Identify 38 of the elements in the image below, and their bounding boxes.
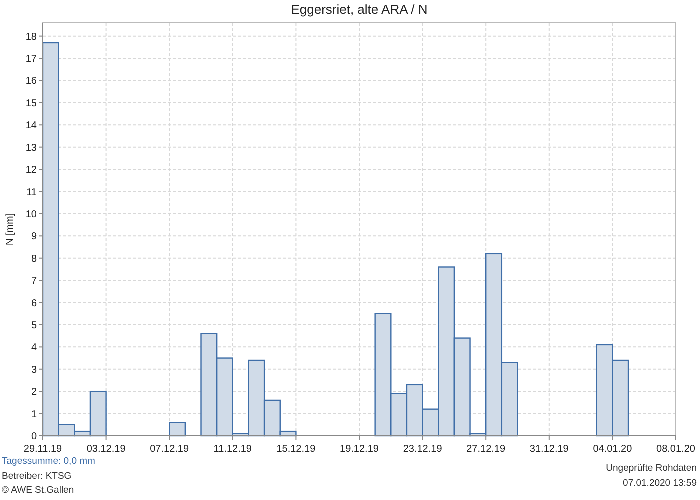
chart-title: Eggersriet, alte ARA / N — [291, 2, 428, 17]
x-tick-label: 07.12.19 — [150, 444, 190, 455]
y-tick-label: 17 — [26, 54, 38, 66]
y-tick-label: 10 — [26, 209, 38, 220]
x-tick-label: 03.12.19 — [86, 444, 126, 455]
x-tick-label: 29.11.19 — [24, 444, 63, 455]
y-tick-label: 11 — [26, 187, 38, 198]
x-tick-label: 04.01.20 — [593, 444, 633, 455]
x-tick-label: 27.12.19 — [466, 444, 506, 455]
x-tick-label: 08.01.20 — [656, 444, 696, 455]
y-tick-label: 8 — [31, 254, 38, 265]
y-tick-label: 13 — [26, 142, 38, 154]
x-tick-label: 19.12.19 — [340, 444, 380, 455]
text: © AWE St.Gallen — [2, 485, 74, 496]
y-tick-label: 2 — [31, 387, 38, 398]
bar — [169, 422, 186, 437]
y-tick-label: 14 — [26, 120, 38, 132]
x-tick-label: 11.12.19 — [214, 444, 252, 455]
y-tick-label: 16 — [26, 76, 38, 88]
text: 07.01.2020 13:59 — [623, 478, 697, 489]
y-tick-label: 4 — [31, 342, 38, 354]
y-tick-label: 9 — [31, 232, 38, 243]
y-tick-label: 12 — [26, 165, 38, 176]
x-tick-label: 15.12.19 — [276, 444, 316, 455]
y-tick-label: 6 — [31, 298, 38, 310]
y-tick-label: 18 — [26, 32, 38, 43]
text: Betreiber: KTSG — [2, 471, 72, 482]
y-tick-label: 15 — [26, 98, 38, 110]
text: Ungeprüfte Rohdaten — [606, 463, 697, 474]
y-axis-title: N [mm] — [5, 213, 16, 246]
y-tick-label: 1 — [31, 409, 38, 420]
y-tick-label: 3 — [31, 364, 38, 376]
text: Tagessumme: 0,0 mm — [2, 456, 96, 467]
y-tick-label: 0 — [31, 432, 38, 442]
y-tick-label: 5 — [31, 320, 38, 332]
x-tick-label: 23.12.19 — [403, 444, 443, 455]
y-tick-label: 7 — [31, 276, 38, 288]
x-tick-label: 31.12.19 — [530, 444, 570, 455]
